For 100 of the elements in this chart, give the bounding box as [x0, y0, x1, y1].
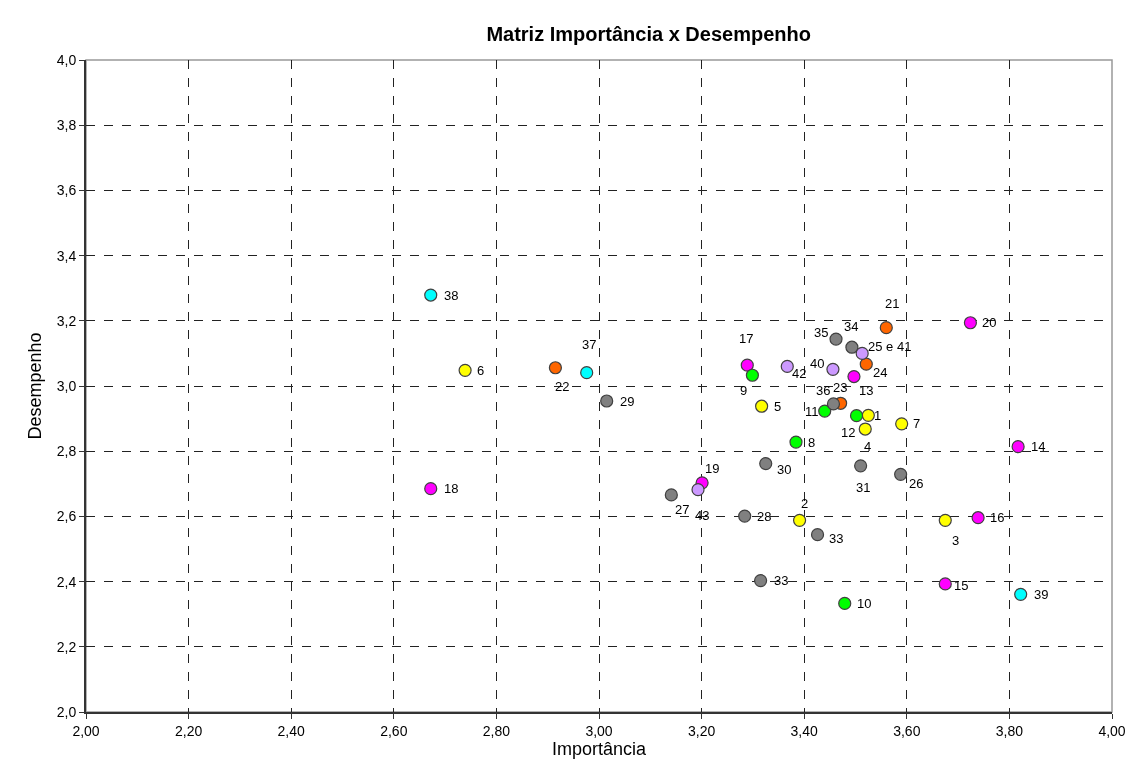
- annotation: 16: [990, 510, 1005, 525]
- point: [580, 366, 594, 380]
- annotation: 4: [864, 439, 872, 454]
- point: [1014, 587, 1028, 601]
- point: [858, 422, 872, 436]
- annotation: 36: [816, 383, 831, 398]
- point: [854, 459, 868, 473]
- point: [424, 482, 438, 496]
- x-tick-label: 2,00: [72, 722, 100, 739]
- y-axis-title: Desempenho: [25, 332, 46, 440]
- x-tick-label: 2,20: [174, 722, 203, 739]
- point: [938, 577, 952, 591]
- y-tick-label: 3,6: [56, 182, 77, 199]
- x-tick-label: 3,20: [687, 722, 716, 739]
- annotation: 2: [801, 496, 809, 511]
- point: [845, 340, 859, 354]
- point: [895, 417, 909, 431]
- point: [745, 368, 759, 382]
- point: [849, 409, 864, 423]
- annotation: 19: [705, 461, 720, 476]
- annotation: 38: [444, 288, 459, 303]
- y-tick-label: 2,8: [56, 443, 77, 460]
- annotation: 6: [477, 363, 485, 378]
- point: [971, 511, 985, 525]
- y-tick-label: 2,0: [56, 703, 77, 720]
- annotation: 14: [1031, 439, 1046, 454]
- annotation: 10: [857, 596, 872, 611]
- annotation: 23: [833, 380, 848, 395]
- point: [1011, 440, 1025, 454]
- annotation: 22: [555, 379, 570, 394]
- annotation: 34: [844, 319, 859, 334]
- annotation: 1: [874, 408, 882, 423]
- point: [855, 346, 869, 360]
- point: [691, 483, 705, 497]
- y-tick-label: 4,0: [56, 51, 77, 68]
- annotation: 13: [859, 383, 874, 398]
- chart-title: Matriz Importância x Desempenho: [486, 23, 811, 46]
- annotation: 39: [1034, 587, 1049, 602]
- x-tick-label: 3,00: [585, 722, 613, 739]
- annotation: 17: [739, 331, 754, 346]
- point: [600, 394, 614, 408]
- x-tick-label: 2,80: [482, 722, 511, 739]
- point: [754, 574, 768, 588]
- annotation: 9: [740, 383, 748, 398]
- annotation: 33: [774, 573, 789, 588]
- annotation: 12: [841, 425, 856, 440]
- annotation: 35: [814, 325, 829, 340]
- annotation: 11: [805, 404, 819, 419]
- point: [424, 288, 438, 302]
- annotation: 8: [808, 435, 816, 450]
- annotation: 30: [777, 462, 792, 477]
- annotation: 42: [792, 366, 807, 381]
- y-tick-label: 3,4: [56, 247, 77, 264]
- annotation: 7: [913, 416, 921, 431]
- point: [829, 332, 843, 346]
- annotation: 29: [620, 394, 635, 409]
- x-tick-label: 2,60: [380, 722, 408, 739]
- y-tick-label: 3,2: [56, 312, 77, 329]
- annotation: 5: [774, 399, 782, 414]
- point: [818, 404, 832, 418]
- annotation: 28: [757, 509, 772, 524]
- annotation: 24: [873, 365, 888, 380]
- point: [810, 528, 825, 542]
- annotation: 21: [885, 296, 900, 311]
- x-tick-label: 2,40: [277, 722, 306, 739]
- point: [861, 408, 875, 422]
- annotation: 37: [582, 337, 597, 352]
- point: [759, 456, 773, 471]
- point: [755, 399, 769, 413]
- point: [826, 397, 841, 411]
- point: [789, 435, 803, 449]
- point: [938, 513, 952, 527]
- annotation: 33: [829, 531, 844, 546]
- y-tick-label: 3,0: [56, 377, 77, 394]
- point: [894, 467, 908, 481]
- x-tick-label: 3,40: [790, 722, 819, 739]
- y-tick-label: 2,4: [56, 573, 77, 590]
- x-axis-title: Importância: [551, 738, 648, 759]
- point: [740, 358, 754, 372]
- x-tick-label: 3,60: [893, 722, 921, 739]
- point: [792, 513, 807, 527]
- annotation: 40: [810, 356, 825, 371]
- point: [548, 361, 562, 375]
- y-tick-label: 3,8: [56, 117, 77, 134]
- point: [738, 509, 752, 523]
- annotation: 31: [856, 480, 871, 495]
- x-tick-label: 4,00: [1098, 722, 1126, 739]
- point: [963, 316, 978, 330]
- annotation: 25 e 41: [868, 339, 912, 354]
- point: [664, 488, 678, 502]
- y-tick-label: 2,2: [56, 638, 77, 655]
- point: [879, 321, 893, 335]
- point: [458, 363, 472, 377]
- y-tick-label: 2,6: [56, 508, 77, 525]
- annotation: 15: [954, 578, 969, 593]
- x-tick-label: 3,80: [995, 722, 1024, 739]
- point: [780, 359, 794, 374]
- point: [847, 369, 861, 384]
- point: [859, 357, 873, 371]
- annotation: 26: [909, 476, 924, 491]
